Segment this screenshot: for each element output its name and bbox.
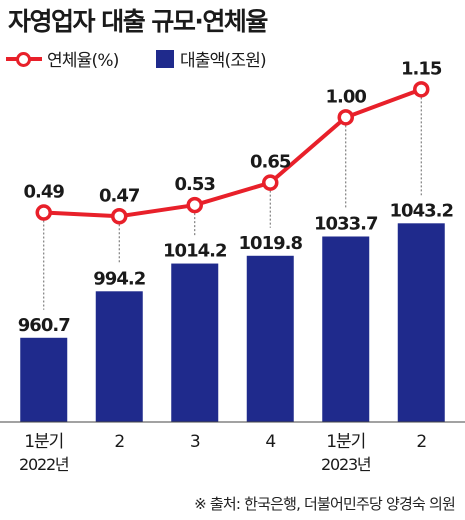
legend-item-loans: 대출액(조원) bbox=[156, 46, 267, 71]
line-point bbox=[413, 81, 430, 98]
line-point bbox=[111, 208, 128, 225]
bar-value-label: 1019.8 bbox=[239, 233, 303, 254]
bar bbox=[397, 223, 445, 422]
line-point bbox=[337, 109, 354, 126]
legend-item-delinquency: 연체율(%) bbox=[6, 46, 119, 71]
bar bbox=[95, 291, 143, 422]
line-value-label: 0.47 bbox=[99, 185, 140, 206]
legend-label-delinquency: 연체율(%) bbox=[47, 51, 119, 71]
line-point bbox=[186, 196, 203, 214]
x-tick-label: 2 bbox=[114, 432, 124, 452]
line-value-label: 0.65 bbox=[250, 152, 291, 173]
bar-value-label: 994.2 bbox=[93, 268, 145, 289]
chart-title: 자영업자 대출 규모·연체율 bbox=[8, 7, 268, 36]
bar-value-label: 1033.7 bbox=[314, 213, 378, 234]
x-tick-label: 1분기 bbox=[326, 432, 365, 452]
x-tick-label: 4 bbox=[265, 432, 275, 452]
bar-value-label: 960.7 bbox=[18, 315, 70, 336]
x-tick-year-label: 2022년 bbox=[19, 455, 69, 474]
line-value-label: 0.53 bbox=[175, 174, 216, 195]
x-tick-year-label: 2023년 bbox=[321, 455, 371, 474]
line-value-label: 1.15 bbox=[401, 58, 442, 79]
x-tick-label: 1분기 bbox=[24, 432, 63, 452]
line-point bbox=[35, 204, 52, 221]
bar-value-label: 1014.2 bbox=[163, 241, 226, 262]
bar bbox=[171, 263, 219, 422]
legend: 연체율(%) 대출액(조원) bbox=[6, 46, 446, 72]
bar bbox=[20, 337, 68, 422]
source-note: ※ 출처: 한국은행, 더불어민주당 양경숙 의원 bbox=[194, 495, 456, 513]
line-value-label: 1.00 bbox=[326, 86, 367, 107]
legend-bar-swatch bbox=[156, 49, 174, 68]
x-tick-label: 3 bbox=[190, 432, 200, 452]
delinquency-line bbox=[43, 87, 422, 219]
line-value-label: 0.49 bbox=[24, 182, 65, 203]
bar-value-label: 1043.2 bbox=[390, 200, 453, 221]
x-tick-label: 2 bbox=[416, 432, 426, 452]
legend-line-swatch bbox=[6, 51, 42, 67]
legend-label-loans: 대출액(조원) bbox=[180, 51, 267, 71]
line-point bbox=[262, 174, 279, 191]
bar bbox=[246, 255, 294, 422]
bar bbox=[322, 236, 370, 422]
